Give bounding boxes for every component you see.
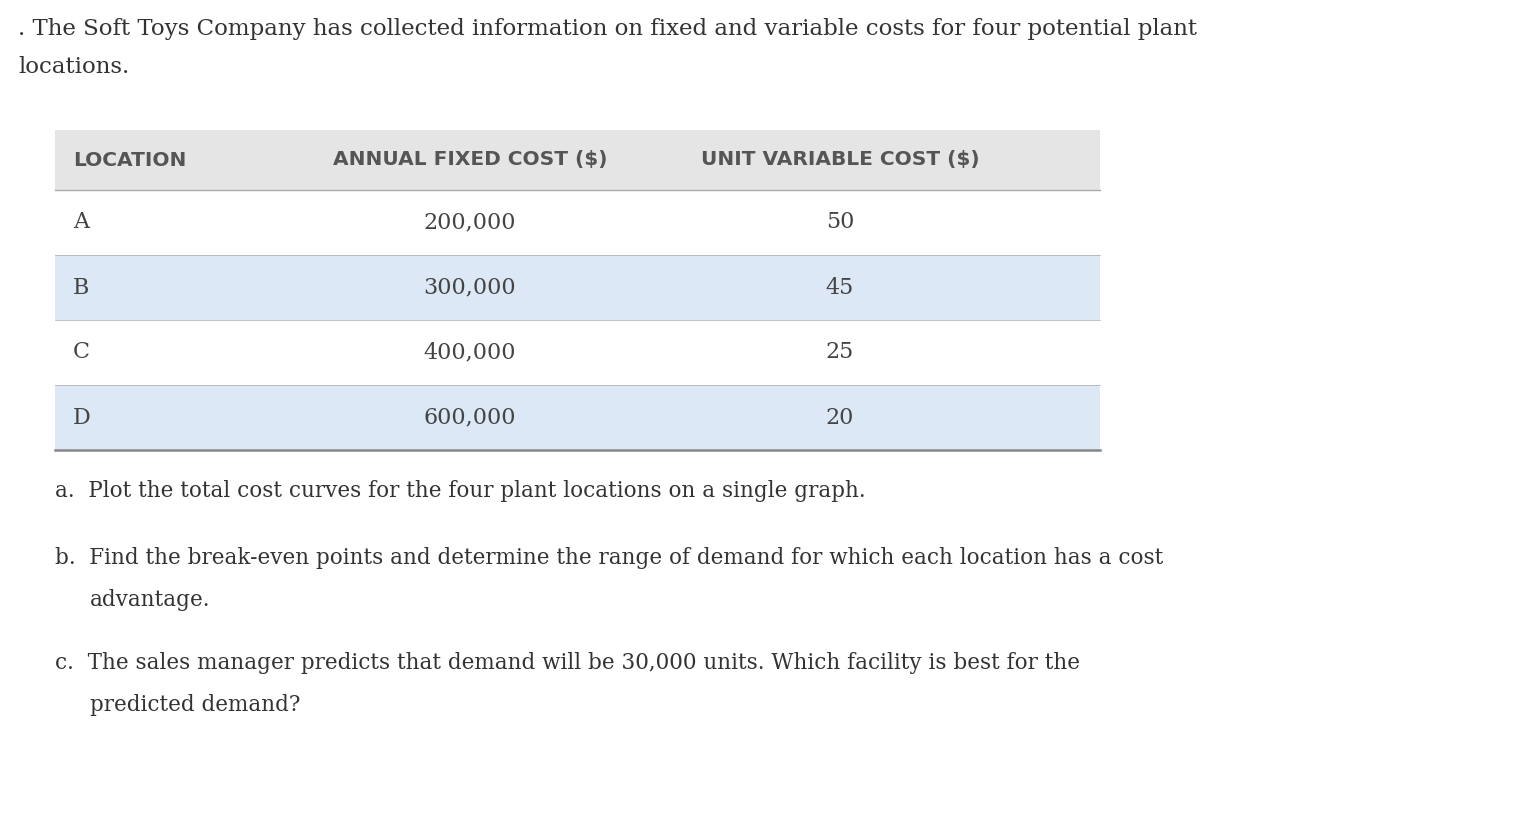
Text: LOCATION: LOCATION [74,150,187,170]
FancyBboxPatch shape [55,320,1100,385]
Text: A: A [74,212,89,233]
Text: B: B [74,277,89,298]
Text: 20: 20 [826,406,855,429]
Text: UNIT VARIABLE COST ($): UNIT VARIABLE COST ($) [700,150,979,170]
Text: b.  Find the break-even points and determine the range of demand for which each : b. Find the break-even points and determ… [55,548,1163,569]
Text: 300,000: 300,000 [424,277,516,298]
Text: . The Soft Toys Company has collected information on fixed and variable costs fo: . The Soft Toys Company has collected in… [18,18,1196,40]
Text: D: D [74,406,90,429]
Text: 200,000: 200,000 [424,212,516,233]
FancyBboxPatch shape [55,255,1100,320]
Text: 45: 45 [826,277,855,298]
Text: predicted demand?: predicted demand? [90,694,300,716]
Text: 400,000: 400,000 [424,341,516,364]
FancyBboxPatch shape [55,190,1100,255]
Text: C: C [74,341,90,364]
FancyBboxPatch shape [55,385,1100,450]
FancyBboxPatch shape [55,130,1100,190]
Text: advantage.: advantage. [90,589,210,611]
Text: 50: 50 [826,212,855,233]
Text: c.  The sales manager predicts that demand will be 30,000 units. Which facility : c. The sales manager predicts that deman… [55,652,1080,674]
Text: locations.: locations. [18,56,129,78]
Text: ANNUAL FIXED COST ($): ANNUAL FIXED COST ($) [332,150,607,170]
Text: 600,000: 600,000 [424,406,516,429]
Text: 25: 25 [826,341,855,364]
Text: a.  Plot the total cost curves for the four plant locations on a single graph.: a. Plot the total cost curves for the fo… [55,480,866,502]
